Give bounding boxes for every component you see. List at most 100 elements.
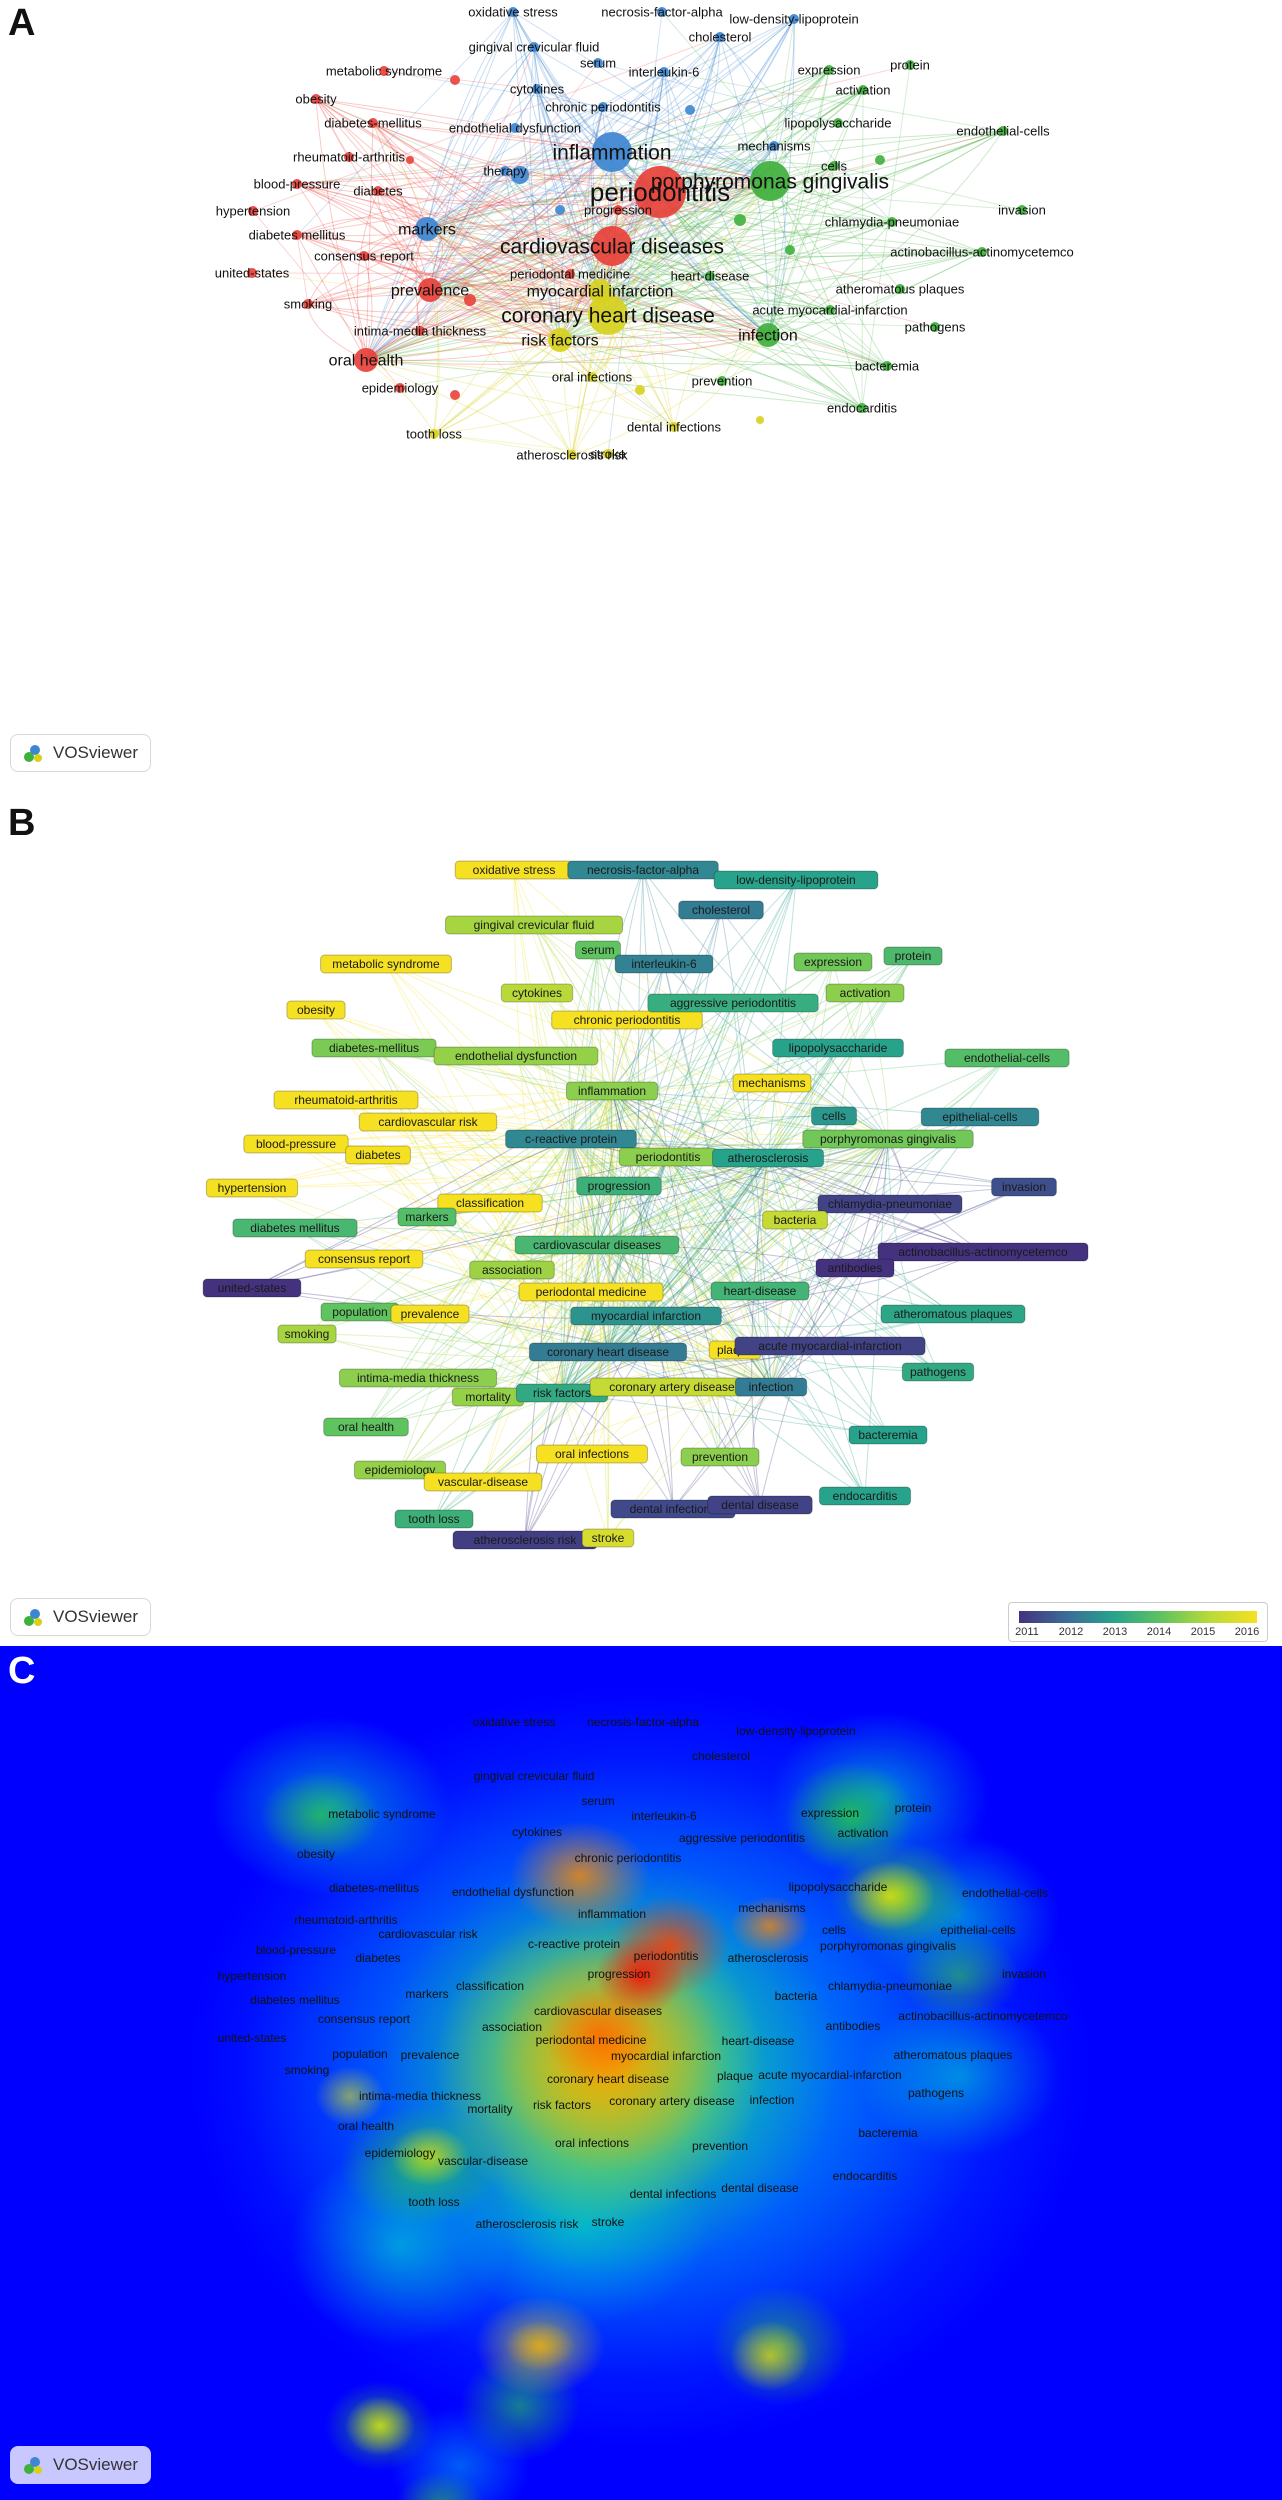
overlay-tag-c-reactive-protein[interactable]: c-reactive protein [505,1129,637,1149]
network-node[interactable] [756,416,764,424]
node-label-markers[interactable]: markers [398,222,456,239]
node-tooth-loss[interactable] [429,429,439,439]
node-atherosclerosis-risk[interactable] [567,450,577,460]
overlay-tag-united-states[interactable]: united-states [202,1278,302,1298]
overlay-tag-dental-infections[interactable]: dental infections [610,1499,736,1519]
network-node[interactable] [406,156,414,164]
overlay-tag-metabolic-syndrome[interactable]: metabolic syndrome [320,954,452,974]
node-label-low-density-lipoprotein[interactable]: low-density-lipoprotein [729,12,858,27]
density-label-dental-disease[interactable]: dental disease [721,2181,799,2195]
overlay-tag-gingival-crevicular-fluid[interactable]: gingival crevicular fluid [445,915,623,935]
overlay-tag-actinobacillus-actinomycetemco[interactable]: actinobacillus-actinomycetemco [877,1242,1089,1262]
network-node[interactable] [635,385,645,395]
density-label-protein[interactable]: protein [895,1801,932,1815]
density-label-low-density-lipoprotein[interactable]: low-density-lipoprotein [736,1724,855,1738]
density-label-diabetes-mellitus[interactable]: diabetes-mellitus [329,1881,419,1895]
network-node[interactable] [464,294,476,306]
density-label-cells[interactable]: cells [822,1923,846,1937]
density-label-stroke[interactable]: stroke [592,2215,625,2229]
node-epidemiology[interactable] [395,383,405,393]
network-map-a[interactable]: periodontitis cardiovascular diseases infl… [0,0,1282,800]
node-stroke[interactable] [603,449,613,459]
node-lipopolysaccharide[interactable] [833,118,843,128]
node-cytokines[interactable] [532,84,542,94]
density-label-endocarditis[interactable]: endocarditis [833,2169,898,2183]
overlay-tag-atherosclerosis-risk[interactable]: atherosclerosis risk [452,1530,598,1550]
node-label-coronary-heart-disease[interactable]: coronary heart disease [501,304,715,327]
density-label-pathogens[interactable]: pathogens [908,2086,964,2100]
node-label-cholesterol[interactable]: cholesterol [689,30,752,45]
node-smoking[interactable] [303,299,313,309]
network-map-b[interactable]: oxidative stress necrosis-factor-alpha low… [0,800,1282,1646]
node-consensus-report[interactable] [359,251,369,261]
node-label-cardiovascular-diseases[interactable]: cardiovascular diseases [500,235,724,258]
density-label-prevention[interactable]: prevention [692,2139,748,2153]
node-risk-factors[interactable] [548,328,572,352]
node-bacteremia[interactable] [882,361,892,371]
node-oral-infections[interactable] [587,372,597,382]
node-periodontal-medicine[interactable] [565,269,575,279]
node-necrosis-factor-alpha[interactable] [657,7,667,17]
overlay-tag-cardiovascular-diseases[interactable]: cardiovascular diseases [514,1235,680,1255]
node-label-progression[interactable]: progression [584,203,652,218]
node-label-mechanisms[interactable]: mechanisms [738,139,811,154]
overlay-tag-risk-factors[interactable]: risk factors [515,1383,609,1403]
node-label-inflammation[interactable]: inflammation [552,141,671,164]
node-label-oral-health[interactable]: oral health [329,353,404,370]
density-label-oral-infections[interactable]: oral infections [555,2136,629,2150]
overlay-tag-serum[interactable]: serum [575,940,621,960]
node-metabolic-syndrome[interactable] [379,66,389,76]
node-label-cells[interactable]: cells [821,159,848,174]
overlay-tag-interleukin-6[interactable]: interleukin-6 [614,954,714,974]
node-therapy[interactable] [500,166,510,176]
overlay-tag-epithelial-cells[interactable]: epithelial-cells [920,1107,1040,1127]
density-label-heart-disease[interactable]: heart-disease [722,2034,795,2048]
node-label-endothelial-dysfunction[interactable]: endothelial dysfunction [449,121,581,136]
overlay-tag-consensus-report[interactable]: consensus report [304,1249,424,1269]
density-label-diabetes[interactable]: diabetes [355,1951,400,1965]
overlay-tag-inflammation[interactable]: inflammation [565,1081,659,1101]
network-node[interactable] [450,390,460,400]
density-label-markers[interactable]: markers [405,1987,448,2001]
density-label-intima-media-thickness[interactable]: intima-media thickness [359,2089,481,2103]
overlay-tag-endocarditis[interactable]: endocarditis [818,1486,912,1506]
density-label-tooth-loss[interactable]: tooth loss [408,2195,459,2209]
node-label-pathogens[interactable]: pathogens [905,320,966,335]
density-label-dental-infections[interactable]: dental infections [630,2187,717,2201]
node-label-therapy[interactable]: therapy [483,164,527,179]
node-label-protein[interactable]: protein [890,58,930,73]
overlay-tag-stroke[interactable]: stroke [581,1528,635,1548]
node-infection[interactable] [756,323,780,347]
density-label-vascular-disease[interactable]: vascular-disease [438,2154,528,2168]
density-label-rheumatoid-arthritis[interactable]: rheumatoid-arthritis [294,1913,397,1927]
node-label-metabolic-syndrome[interactable]: metabolic syndrome [326,64,442,79]
node-label-atherosclerosis-risk[interactable]: atherosclerosis risk [516,448,628,463]
density-label-acute-myocardial-infarction[interactable]: acute myocardial-infarction [758,2068,901,2082]
density-label-invasion[interactable]: invasion [1002,1967,1046,1981]
density-label-atherosclerosis[interactable]: atherosclerosis [728,1951,809,1965]
density-label-coronary-heart-disease[interactable]: coronary heart disease [547,2072,669,2086]
overlay-tag-porphyromonas-gingivalis[interactable]: porphyromonas gingivalis [802,1129,974,1149]
node-label-endothelial-cells[interactable]: endothelial-cells [956,124,1050,139]
density-label-cardiovascular-risk[interactable]: cardiovascular risk [378,1927,478,1941]
node-rheumatoid-arthritis[interactable] [344,152,354,162]
density-label-metabolic-syndrome[interactable]: metabolic syndrome [328,1807,436,1821]
overlay-tag-classification[interactable]: classification [437,1193,543,1213]
node-acute-myocardial-infarction[interactable] [825,305,835,315]
overlay-tag-chronic-periodontitis[interactable]: chronic periodontitis [551,1010,703,1030]
node-mechanisms[interactable] [769,141,779,151]
node-oral-health[interactable] [354,348,378,372]
node-label-serum[interactable]: serum [580,56,616,71]
density-label-endothelial-cells[interactable]: endothelial-cells [962,1886,1048,1900]
overlay-tag-diabetes-mellitus[interactable]: diabetes-mellitus [311,1038,437,1058]
node-label-expression[interactable]: expression [798,63,861,78]
node-prevention[interactable] [717,376,727,386]
node-label-prevalence[interactable]: prevalence [391,283,469,300]
density-label-atherosclerosis-risk[interactable]: atherosclerosis risk [476,2217,580,2231]
node-label-consensus-report[interactable]: consensus report [314,249,414,264]
node-coronary-heart-disease[interactable] [588,295,628,335]
overlay-tag-invasion[interactable]: invasion [991,1177,1057,1197]
overlay-tag-epidemiology[interactable]: epidemiology [353,1460,447,1480]
overlay-tag-bacteria[interactable]: bacteria [762,1210,828,1230]
node-activation[interactable] [858,85,868,95]
